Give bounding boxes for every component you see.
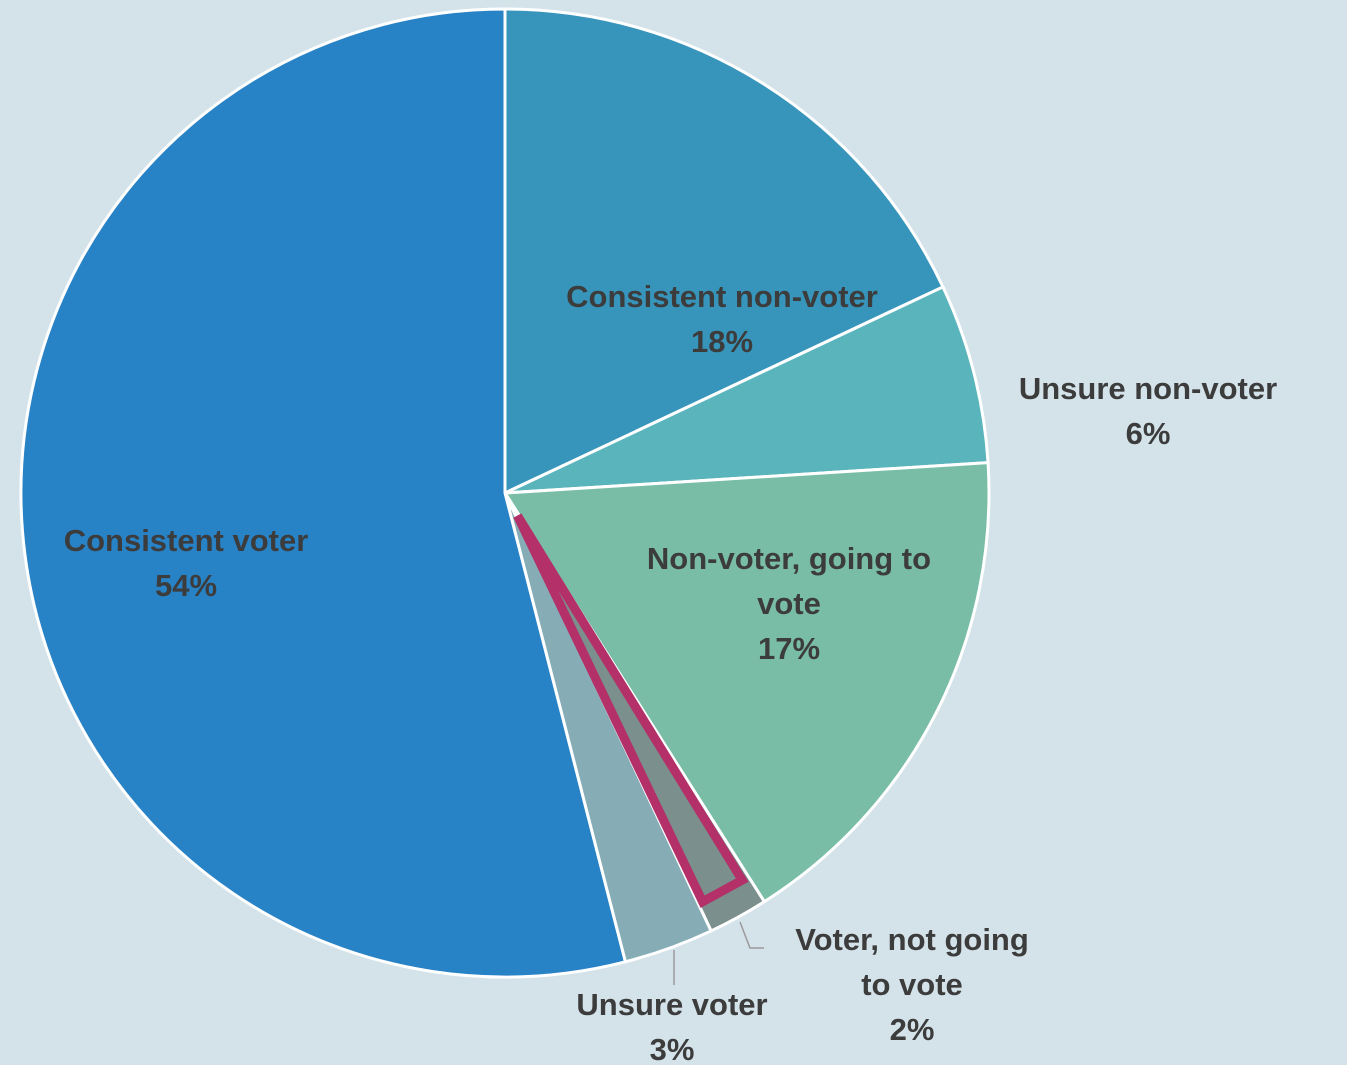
pie-slice-consistent-non-voter	[503, 7, 945, 495]
pie-slice-non-voter-going-to-vote	[503, 461, 991, 904]
slice-name-line: Unsure voter	[576, 987, 767, 1022]
slice-label-non-voter-going-to-vote: Non-voter, going to vote 17%	[647, 541, 931, 666]
leader-line-voter-not-going-to-vote	[739, 921, 764, 949]
highlight-outline-voter-not-going-to-vote	[513, 513, 749, 908]
slice-name-line: vote	[757, 586, 821, 621]
slice-value-label: 54%	[155, 568, 217, 603]
slice-value-label: 17%	[758, 631, 820, 666]
slice-value-label: 3%	[650, 1032, 695, 1065]
slice-name-line: Consistent non-voter	[566, 279, 878, 314]
pie-slice-unsure-non-voter	[503, 285, 990, 495]
slice-name-line: Consistent voter	[64, 523, 309, 558]
pie-slices	[19, 7, 991, 979]
slice-label-voter-not-going-to-vote: Voter, not going to vote 2%	[795, 922, 1029, 1047]
slice-value-label: 2%	[890, 1012, 935, 1047]
leader-lines	[673, 921, 764, 985]
pie-slice-consistent-voter	[19, 7, 627, 979]
slice-labels: Consistent non-voter 18% Unsure non-voter 6…	[64, 279, 1277, 1065]
slice-name-line: Non-voter, going to	[647, 541, 931, 576]
slice-name-line: Voter, not going	[795, 922, 1029, 957]
pie-highlight	[513, 513, 749, 908]
slice-label-consistent-voter: Consistent voter 54%	[64, 523, 309, 603]
slice-label-unsure-voter: Unsure voter 3%	[576, 987, 767, 1065]
slice-label-unsure-non-voter: Unsure non-voter 6%	[1019, 371, 1277, 451]
slice-label-consistent-non-voter: Consistent non-voter 18%	[566, 279, 878, 359]
slice-value-label: 18%	[691, 324, 753, 359]
slice-name-line: to vote	[861, 967, 963, 1002]
slice-value-label: 6%	[1126, 416, 1171, 451]
slice-name-line: Unsure non-voter	[1019, 371, 1277, 406]
